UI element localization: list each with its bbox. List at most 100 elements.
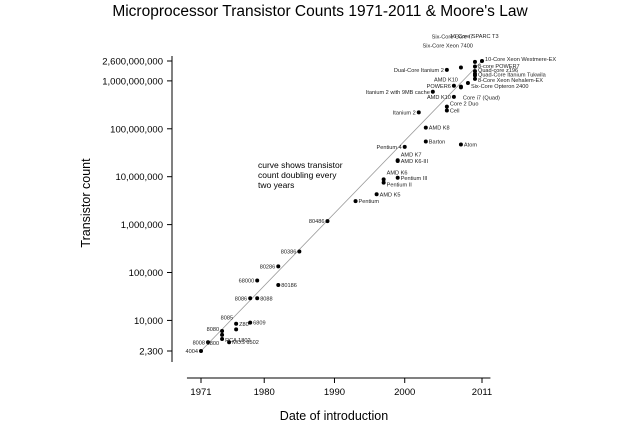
data-point xyxy=(234,321,239,326)
data-point xyxy=(423,125,428,130)
data-point-label: 6809 xyxy=(253,321,265,327)
data-point xyxy=(472,76,477,81)
data-point-label: Six-Core Core i7 xyxy=(432,34,473,40)
data-point xyxy=(220,336,225,341)
data-point xyxy=(199,349,203,353)
data-point xyxy=(416,110,421,115)
y-tick-label: 2,600,000,000 xyxy=(102,57,163,68)
data-point-label: Atom xyxy=(464,142,477,148)
data-point xyxy=(381,180,386,185)
trend-annotation: curve shows transistor count doubling ev… xyxy=(258,160,343,190)
y-tick-label: 10,000 xyxy=(134,316,163,327)
x-axis-label: Date of introduction xyxy=(279,409,389,423)
data-point xyxy=(480,59,484,63)
y-tick-label: 1,000,000,000 xyxy=(102,76,163,87)
data-point-label: Z80 xyxy=(239,322,249,328)
x-tick-label: 1990 xyxy=(324,387,345,398)
data-point-label: Itanium 2 xyxy=(393,110,416,116)
data-point xyxy=(472,59,477,64)
y-tick-label: 100,000,000 xyxy=(110,124,163,135)
data-point xyxy=(402,144,407,149)
data-point-label: AMD K6-III xyxy=(401,159,429,165)
data-point-label: Six-Core Xeon 7400 xyxy=(423,44,473,50)
data-point-label: Dual-Core Itanium 2 xyxy=(394,68,444,74)
data-point xyxy=(395,175,400,180)
data-point-label: Quad-core z196 xyxy=(478,68,518,74)
x-tick-label: 1980 xyxy=(254,387,275,398)
data-point-label: 80486 xyxy=(309,219,325,225)
data-point-label: AMD K7 xyxy=(401,152,422,158)
data-point xyxy=(248,320,253,325)
data-point-label: 68000 xyxy=(239,279,255,285)
data-point xyxy=(206,340,211,345)
data-point-label: Core i7 (Quad) xyxy=(463,95,500,101)
data-point-label: 8085 xyxy=(221,315,233,321)
data-point xyxy=(423,139,428,144)
data-point xyxy=(444,108,449,113)
data-point-label: Pentium 4 xyxy=(377,145,402,151)
data-point xyxy=(276,282,281,287)
data-point-label: Itanium 2 with 9MB cache xyxy=(366,90,430,96)
data-point-label: Six-Core Opteron 2400 xyxy=(471,84,529,90)
data-point-label: Core 2 Duo xyxy=(450,102,479,108)
data-point-label: Pentium III xyxy=(401,176,428,182)
data-point xyxy=(353,199,358,204)
data-point-label: 8080 xyxy=(207,327,219,333)
data-point xyxy=(297,249,302,254)
data-point-label: 4004 xyxy=(186,349,198,355)
data-point xyxy=(234,327,239,332)
data-point-label: AMD K10 xyxy=(427,95,451,101)
data-point xyxy=(458,142,463,147)
data-point xyxy=(430,89,435,94)
data-point-label: Pentium II xyxy=(387,183,413,189)
data-point-label: 10-Core Xeon Westmere-EX xyxy=(485,57,556,63)
data-point-label: MOS 6502 xyxy=(232,340,259,346)
data-point-label: 80386 xyxy=(281,249,297,255)
chart-title: Microprocessor Transistor Counts 1971-20… xyxy=(112,3,528,20)
x-tick-label: 1971 xyxy=(190,387,211,398)
data-point xyxy=(374,192,379,197)
data-point-label: 16-Core SPARC T3 xyxy=(450,34,499,40)
data-point xyxy=(248,296,253,301)
data-point xyxy=(451,94,456,99)
data-point xyxy=(255,278,260,283)
data-point-label: 80286 xyxy=(260,264,276,270)
data-point-label: Quad-Core Itanium Tukwila xyxy=(478,72,547,78)
data-point-label: Pentium xyxy=(359,199,380,205)
data-point xyxy=(255,296,260,301)
data-point xyxy=(325,219,330,224)
data-point xyxy=(451,83,456,88)
data-point-label: AMD K10 xyxy=(434,78,458,84)
data-point xyxy=(444,67,449,72)
data-point-label: Barton xyxy=(429,139,445,145)
data-point xyxy=(465,80,470,85)
data-point xyxy=(220,329,225,334)
data-point xyxy=(444,104,449,109)
data-point-label: Cell xyxy=(450,108,460,114)
data-point xyxy=(472,69,477,74)
data-point-label: POWER6 xyxy=(427,84,451,90)
data-point xyxy=(276,264,281,269)
moores-law-trend-line xyxy=(200,60,483,352)
data-point-label: AMD K6 xyxy=(387,170,408,176)
data-point-label: 80186 xyxy=(281,283,297,289)
data-point-label: AMD K8 xyxy=(429,126,450,132)
x-tick-label: 2000 xyxy=(394,387,415,398)
y-tick-label: 2,300 xyxy=(139,347,163,358)
data-point-label: 6800 xyxy=(207,341,219,347)
y-tick-label: 100,000 xyxy=(129,268,163,279)
data-point xyxy=(472,64,477,69)
data-point xyxy=(472,71,477,76)
data-point-label: RCA 1802 xyxy=(225,338,251,344)
data-point xyxy=(227,340,232,345)
data-point xyxy=(381,177,386,182)
data-point xyxy=(458,85,463,90)
data-point-label: 8008 xyxy=(193,340,205,346)
data-point-label: 8-core POWER7 xyxy=(478,64,520,70)
y-tick-label: 10,000,000 xyxy=(115,172,163,183)
data-point xyxy=(395,158,400,163)
data-point-label: 8-Core Xeon Nehalem-EX xyxy=(478,78,543,84)
data-point-label: 8086 xyxy=(235,296,247,302)
data-point-label: 8088 xyxy=(260,296,272,302)
